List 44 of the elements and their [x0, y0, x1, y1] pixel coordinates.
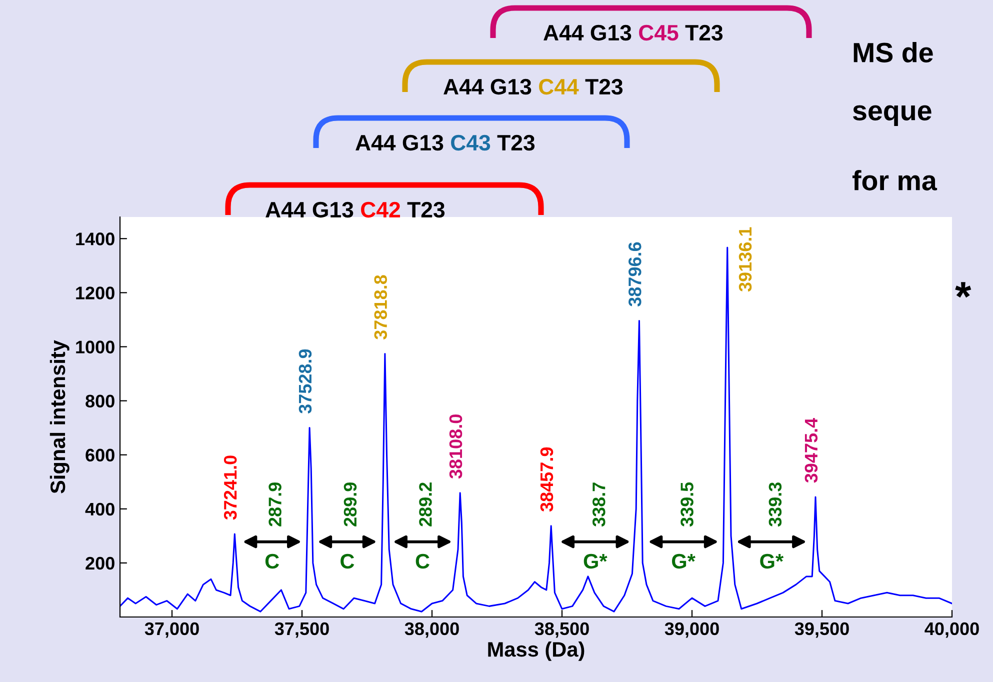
- annotation: A44 G13 C42 T23: [266, 202, 445, 218]
- annotation: 37241.0: [224, 456, 237, 520]
- annotation: G*: [760, 554, 784, 569]
- x-tick-label: 37,500: [274, 622, 329, 638]
- x-tick-label: 39,500: [794, 622, 849, 638]
- annotation: 38108.0: [449, 414, 462, 479]
- x-tick-label: 40,000: [924, 622, 979, 638]
- annotation: 39136.1: [738, 227, 752, 292]
- text: A44 G13 C43 T23: [356, 134, 535, 151]
- y-tick-label: 200: [86, 556, 114, 570]
- annotation: 38796.6: [628, 242, 642, 306]
- x-tick-label: 39,000: [664, 622, 719, 638]
- annotation: 339.5: [680, 482, 694, 527]
- x-tick-label: 37,000: [144, 622, 199, 638]
- annotation: 38457.9: [540, 447, 554, 512]
- text: for ma: [852, 170, 938, 190]
- annotation: 39475.4: [804, 418, 818, 483]
- y-tick-label: 600: [86, 448, 114, 462]
- text: *: [955, 282, 972, 298]
- y-tick-label: 800: [86, 394, 114, 408]
- y-tick-label: 1400: [76, 232, 114, 246]
- y-tick-label: 1000: [76, 340, 114, 354]
- annotation: 339.3: [768, 482, 782, 527]
- y-tick-label: 400: [85, 502, 114, 516]
- annotation: G*: [584, 554, 608, 569]
- y-axis-title: Signal intensity: [50, 340, 70, 494]
- annotation: 287.9: [268, 482, 282, 526]
- text: MS de: [854, 42, 933, 62]
- annotation: G*: [672, 554, 696, 569]
- annotation: C: [416, 554, 430, 569]
- text: A44 G13 C45 T23: [544, 24, 723, 41]
- annotation: 37818.8: [374, 275, 388, 340]
- x-axis-title: Mass (Da): [488, 641, 584, 661]
- x-tick-label: 38,500: [534, 622, 589, 638]
- y-tick-label: 1200: [76, 286, 114, 300]
- annotation: C: [340, 554, 354, 569]
- annotation: C: [265, 554, 280, 569]
- text: A44 G13 C44 T23: [444, 78, 623, 95]
- annotation: 338.7: [592, 482, 606, 527]
- annotation: 289.2: [419, 482, 432, 526]
- text: seque: [852, 105, 932, 126]
- annotation: 289.9: [344, 482, 357, 526]
- x-tick-label: 38,000: [404, 622, 459, 638]
- annotation: 37528.9: [298, 349, 312, 414]
